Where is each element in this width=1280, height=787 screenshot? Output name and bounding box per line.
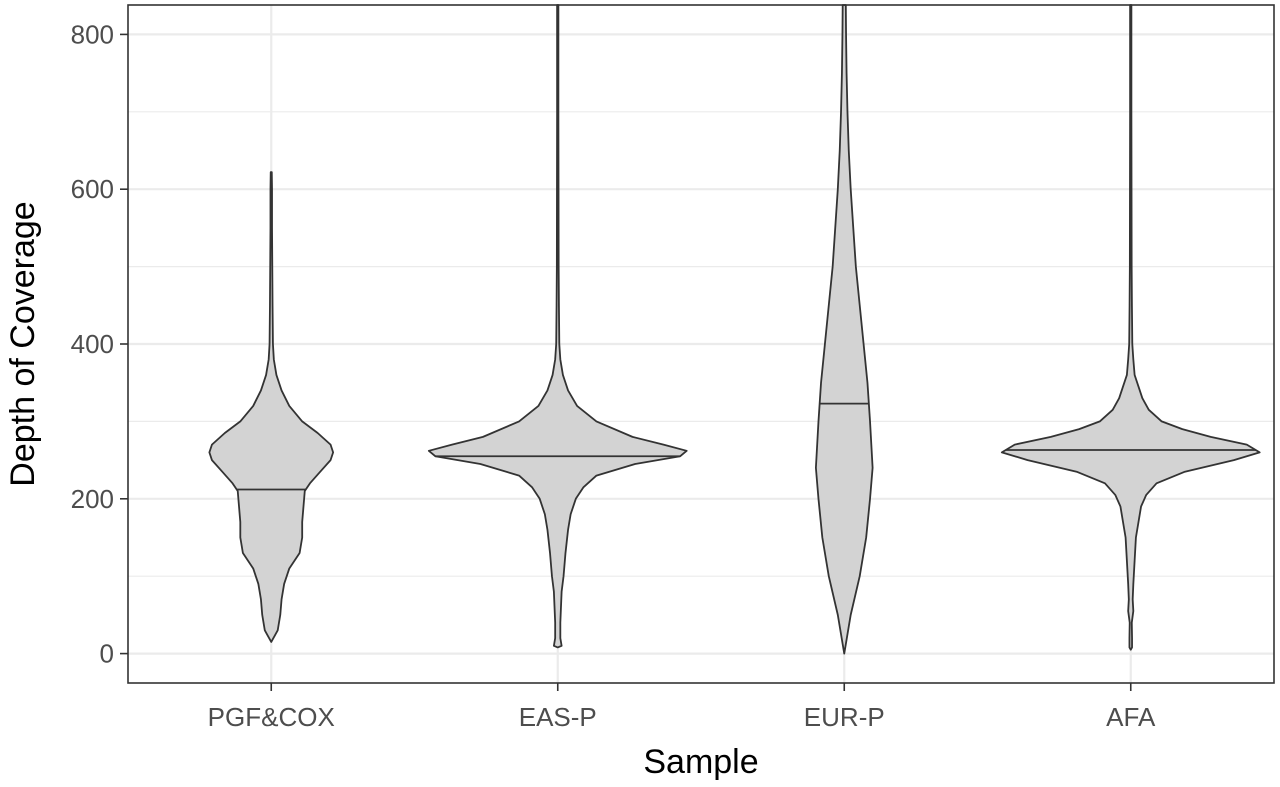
y-tick-label: 400	[71, 329, 114, 359]
x-tick-label: PGF&COX	[208, 702, 335, 732]
x-axis-title: Sample	[643, 743, 758, 781]
y-tick-label: 600	[71, 174, 114, 204]
y-tick-label: 200	[71, 484, 114, 514]
x-tick-label: EAS-P	[519, 702, 597, 732]
x-axis: PGF&COX EAS-P EUR-P AFA	[208, 683, 1156, 732]
x-tick-label: AFA	[1106, 702, 1156, 732]
violin-PGF&COX	[208, 171, 335, 643]
y-tick-label: 0	[100, 639, 114, 669]
y-tick-label: 800	[71, 19, 114, 49]
y-axis-title: Depth of Coverage	[4, 201, 42, 486]
y-axis: 0 200 400 600 800	[71, 19, 128, 669]
x-tick-label: EUR-P	[804, 702, 885, 732]
